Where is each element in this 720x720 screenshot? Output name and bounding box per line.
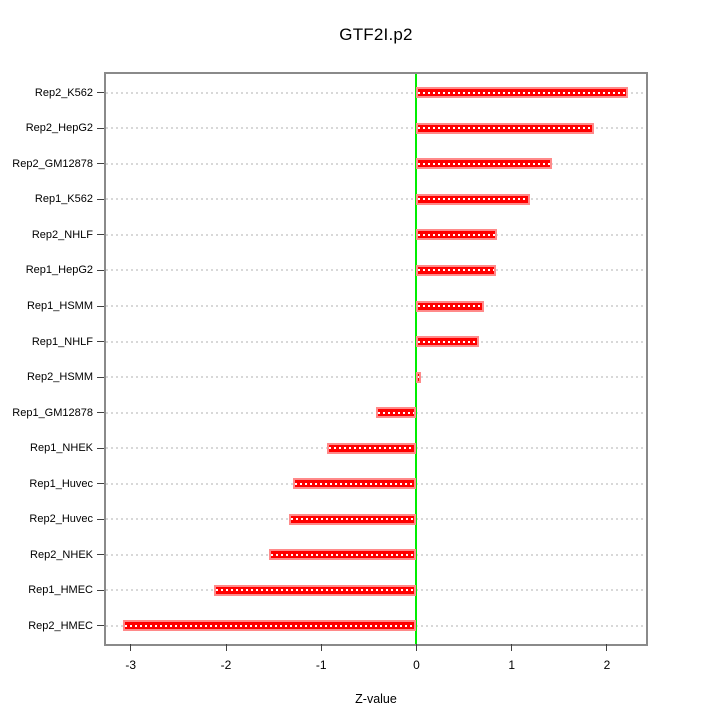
chart-title: GTF2I.p2 [339, 25, 413, 44]
grid-line [106, 198, 646, 201]
y-axis-tick [97, 412, 104, 414]
category-label: Rep2_NHEK [30, 548, 93, 561]
category-label: Rep2_Huvec [29, 513, 93, 526]
x-axis-tick [225, 644, 227, 651]
bar [416, 336, 480, 348]
bar-center-dash [418, 269, 495, 272]
category-label: Rep1_HepG2 [25, 264, 93, 277]
y-axis-tick [97, 127, 104, 129]
y-axis-tick [97, 305, 104, 307]
x-axis-tick [511, 644, 513, 651]
bar-center-dash [378, 411, 415, 414]
bar-center-dash [270, 553, 415, 556]
grid-line [106, 340, 646, 343]
category-label: Rep1_NHEK [30, 442, 93, 455]
bar-center-dash [418, 91, 626, 94]
category-label: Rep2_HSMM [26, 371, 93, 384]
grid-line [106, 127, 646, 130]
grid-line [106, 233, 646, 236]
bar [376, 407, 417, 419]
y-axis-tick [97, 198, 104, 200]
y-axis-tick [97, 625, 104, 627]
bar [416, 122, 594, 134]
bar-center-dash [328, 447, 415, 450]
category-label: Rep1_HSMM [26, 300, 93, 312]
grid-line [106, 305, 646, 307]
x-axis-tick [320, 644, 322, 651]
x-axis-tick-label: 1 [508, 658, 516, 672]
y-axis-tick [97, 163, 104, 165]
bar-center-dash [294, 482, 415, 485]
category-label: Rep2_HMEC [28, 619, 93, 632]
bar-center-dash [125, 624, 415, 627]
grid-line [106, 376, 646, 379]
bar-center-dash [418, 233, 496, 236]
bar [288, 513, 417, 525]
bar [416, 229, 498, 241]
x-axis-tick-label: -3 [125, 658, 137, 672]
y-axis-tick [97, 234, 104, 236]
bar-center-dash [418, 162, 550, 165]
y-axis-tick [97, 518, 104, 520]
y-axis-tick [97, 483, 104, 485]
category-label: Rep2_HepG2 [25, 122, 93, 135]
y-axis-tick [97, 92, 104, 94]
x-axis-tick [415, 644, 417, 651]
bar [416, 300, 485, 312]
bar-center-dash [418, 340, 478, 343]
grid-line [106, 269, 646, 272]
bar [268, 549, 417, 561]
category-label: Rep1_HMEC [28, 584, 93, 597]
y-axis-tick [97, 269, 104, 271]
y-axis-tick [97, 554, 104, 556]
category-label: Rep1_K562 [34, 193, 93, 206]
bar-center-dash [418, 376, 420, 379]
bar [123, 620, 417, 632]
category-label: Rep2_GM12878 [12, 157, 93, 170]
x-axis-tick [606, 644, 608, 651]
y-axis-tick [97, 447, 104, 449]
y-axis-tick [97, 589, 104, 591]
bar-center-dash [418, 198, 528, 201]
bar [416, 371, 422, 383]
bar [416, 193, 530, 205]
zero-line [415, 74, 418, 644]
grid-line [106, 162, 646, 165]
bar-center-dash [290, 518, 415, 521]
grid-line [106, 91, 646, 94]
bar [416, 87, 628, 99]
x-axis-title: Z-value [355, 692, 397, 706]
category-label: Rep1_GM12878 [12, 406, 93, 419]
x-axis-tick-label: 2 [603, 658, 611, 672]
bar-center-dash [418, 305, 483, 307]
category-label: Rep2_K562 [34, 86, 93, 99]
bar [292, 478, 417, 490]
bar [213, 584, 417, 596]
bar [326, 442, 417, 454]
category-label: Rep1_NHLF [31, 335, 93, 348]
y-axis-tick [97, 341, 104, 343]
bar-center-dash [215, 589, 415, 592]
category-label: Rep2_NHLF [31, 228, 93, 241]
plot-area: Rep2_K562 Rep2_HepG2 Rep2_GM12878 Rep1_K562… [12, 72, 648, 672]
bar-center-dash [418, 127, 592, 130]
y-axis-tick [97, 376, 104, 378]
grid-line [106, 411, 646, 414]
x-axis-tick [130, 644, 132, 651]
bar [416, 158, 552, 170]
bar [416, 264, 497, 276]
category-label: Rep1_Huvec [29, 477, 93, 490]
x-axis-tick-label: -2 [220, 658, 232, 672]
x-axis-tick-label: 0 [413, 658, 420, 672]
x-axis-tick-label: -1 [315, 658, 327, 672]
